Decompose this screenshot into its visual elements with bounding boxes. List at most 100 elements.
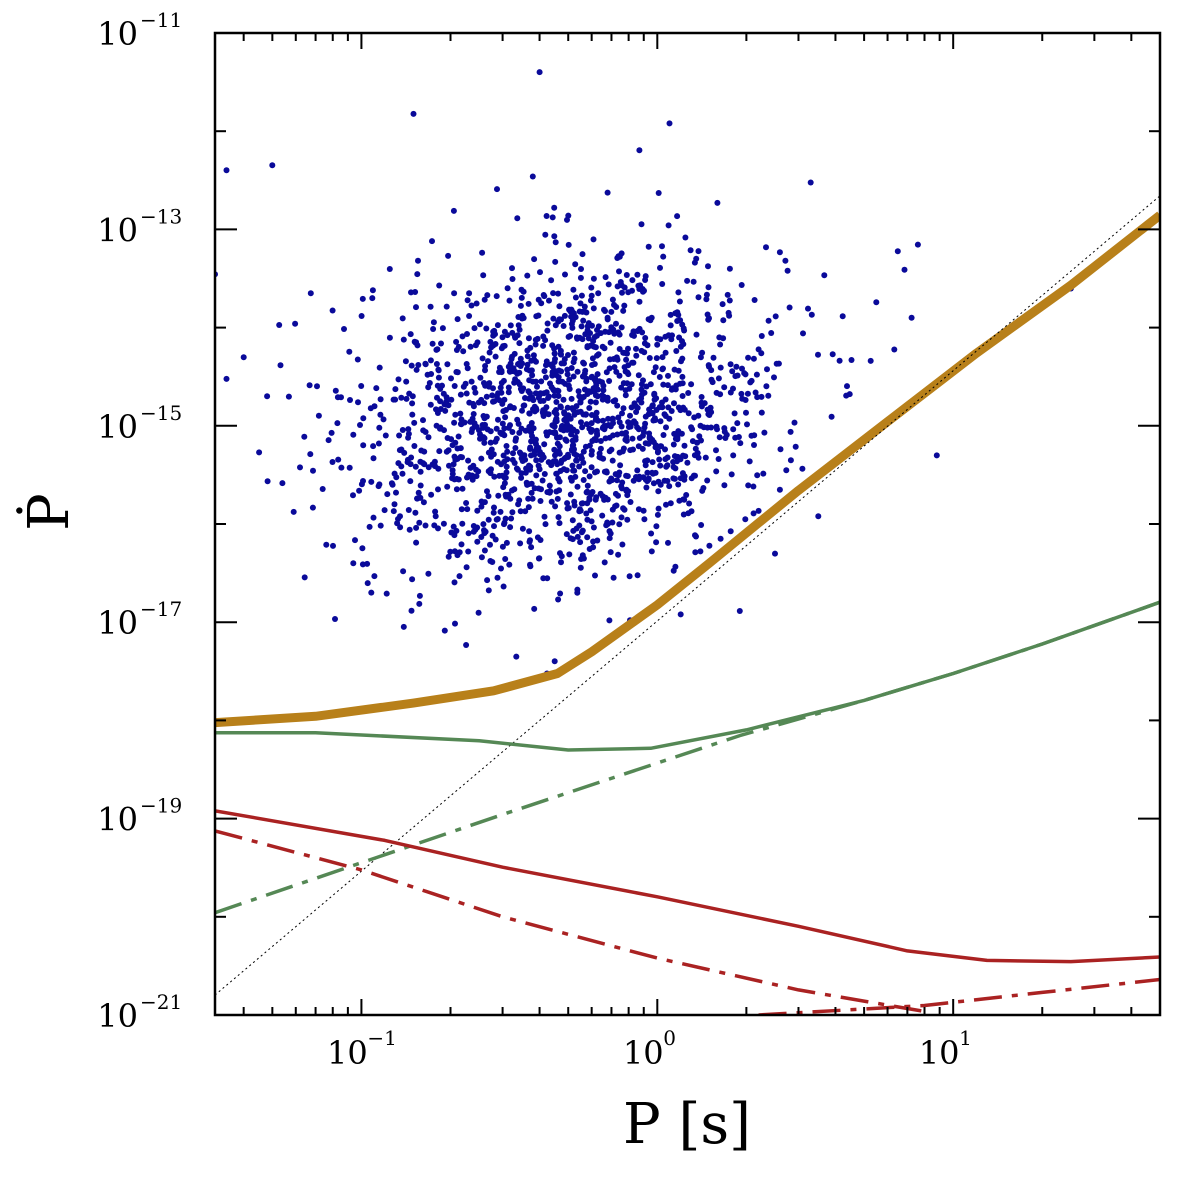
pulsar-point bbox=[315, 412, 322, 419]
pulsar-point bbox=[748, 377, 755, 384]
pulsar-point bbox=[490, 328, 497, 335]
pulsar-point bbox=[556, 520, 563, 527]
pulsar-point bbox=[465, 457, 472, 464]
pulsar-point bbox=[590, 305, 597, 312]
pulsar-point bbox=[563, 437, 570, 444]
pulsar-point bbox=[473, 300, 480, 307]
pulsar-point bbox=[413, 524, 420, 531]
y-tick-label: 10 bbox=[97, 408, 138, 446]
pulsar-point bbox=[628, 381, 635, 388]
pulsar-point bbox=[412, 509, 419, 516]
pulsar-point bbox=[646, 434, 653, 441]
pulsar-point bbox=[532, 378, 539, 385]
pulsar-point bbox=[494, 458, 501, 465]
pulsar-point bbox=[329, 459, 336, 465]
pulsar-point bbox=[698, 522, 705, 528]
pulsar-point bbox=[660, 432, 667, 438]
pulsar-point bbox=[399, 427, 406, 433]
pulsar-point bbox=[583, 510, 590, 517]
pulsar-point bbox=[560, 323, 567, 329]
pulsar-point bbox=[411, 419, 418, 426]
pulsar-point bbox=[608, 308, 615, 315]
pulsar-point bbox=[751, 297, 758, 303]
pulsar-point bbox=[650, 369, 657, 376]
pulsar-point bbox=[455, 433, 462, 440]
pulsar-point bbox=[654, 335, 661, 342]
pulsar-point bbox=[560, 396, 567, 403]
pulsar-point bbox=[588, 464, 595, 471]
pulsar-point bbox=[580, 359, 587, 366]
pulsar-point bbox=[406, 526, 413, 533]
pulsar-point bbox=[619, 289, 625, 296]
pulsar-point bbox=[745, 354, 752, 361]
pulsar-point bbox=[507, 422, 513, 429]
pulsar-point bbox=[829, 351, 836, 358]
pulsar-point bbox=[844, 383, 850, 390]
pulsar-point bbox=[621, 284, 628, 291]
pulsar-point bbox=[511, 486, 518, 493]
pulsar-point bbox=[412, 463, 419, 470]
pulsar-point bbox=[697, 548, 704, 555]
pulsar-point bbox=[629, 277, 636, 284]
pulsar-point bbox=[735, 434, 742, 440]
pulsar-point bbox=[487, 439, 494, 446]
pulsar-point bbox=[520, 288, 527, 295]
pulsar-point bbox=[471, 325, 478, 332]
pulsar-point bbox=[500, 343, 507, 350]
pulsar-point bbox=[464, 365, 471, 372]
pulsar-point bbox=[472, 389, 479, 396]
pulsar-point bbox=[487, 338, 494, 345]
pulsar-point bbox=[555, 475, 562, 482]
pulsar-point bbox=[464, 506, 471, 513]
pulsar-point bbox=[522, 508, 529, 515]
pulsar-point bbox=[395, 460, 402, 467]
pulsar-point bbox=[553, 399, 560, 405]
pulsar-point bbox=[607, 549, 614, 556]
pulsar-point bbox=[633, 345, 639, 352]
pulsar-point bbox=[700, 485, 707, 491]
pulsar-point bbox=[408, 607, 415, 614]
pulsar-point bbox=[681, 327, 688, 334]
pulsar-point bbox=[404, 459, 411, 466]
pulsar-point bbox=[706, 542, 713, 549]
pulsar-point bbox=[792, 443, 799, 450]
pulsar-point bbox=[621, 302, 628, 309]
pulsar-point bbox=[612, 471, 619, 478]
pulsar-point bbox=[600, 382, 607, 389]
pulsar-point bbox=[285, 393, 292, 400]
pulsar-point bbox=[443, 448, 450, 455]
pulsar-point bbox=[515, 420, 522, 427]
pulsar-point bbox=[500, 583, 507, 590]
pulsar-point bbox=[520, 315, 527, 321]
pulsar-point bbox=[411, 443, 418, 449]
pulsar-point bbox=[695, 248, 702, 255]
pulsar-point bbox=[508, 365, 515, 372]
pulsar-point bbox=[523, 465, 530, 472]
pulsar-point bbox=[430, 319, 437, 326]
pulsar-point bbox=[782, 257, 789, 264]
pulsar-point bbox=[578, 323, 585, 330]
pulsar-point bbox=[703, 296, 710, 303]
pulsar-point bbox=[616, 521, 623, 528]
pulsar-point bbox=[569, 462, 576, 469]
series-line-1 bbox=[215, 211, 1160, 728]
pulsar-point bbox=[493, 425, 500, 432]
pulsar-point bbox=[491, 504, 497, 511]
pulsar-point bbox=[586, 494, 593, 501]
pulsar-point bbox=[622, 368, 629, 375]
pulsar-point bbox=[416, 600, 423, 607]
pulsar-point bbox=[465, 530, 472, 537]
pulsar-point bbox=[435, 486, 441, 493]
pulsar-point bbox=[588, 420, 595, 427]
pulsar-point bbox=[369, 295, 376, 302]
pulsar-point bbox=[457, 391, 464, 398]
pulsar-point bbox=[648, 548, 655, 555]
pulsar-point bbox=[676, 298, 683, 305]
pulsar-point bbox=[413, 366, 420, 373]
pulsar-point bbox=[693, 331, 700, 338]
pulsar-point bbox=[734, 372, 741, 379]
pulsar-point bbox=[667, 500, 674, 507]
pulsar-point bbox=[587, 330, 593, 337]
pulsar-point bbox=[427, 303, 434, 310]
pulsar-point bbox=[760, 470, 767, 477]
